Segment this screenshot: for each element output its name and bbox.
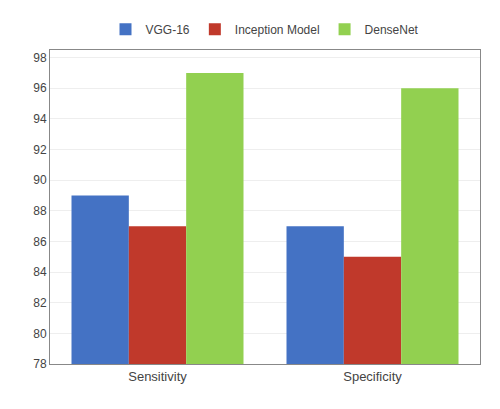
svg-text:Inception Model: Inception Model (235, 23, 320, 37)
svg-text:78: 78 (33, 357, 47, 371)
svg-text:92: 92 (33, 143, 47, 157)
svg-text:80: 80 (33, 327, 47, 341)
svg-text:94: 94 (33, 112, 47, 126)
svg-text:96: 96 (33, 81, 47, 95)
svg-text:Sensitivity: Sensitivity (128, 369, 187, 384)
svg-text:86: 86 (33, 235, 47, 249)
svg-text:82: 82 (33, 296, 47, 310)
svg-text:90: 90 (33, 173, 47, 187)
svg-text:84: 84 (33, 265, 47, 279)
svg-text:88: 88 (33, 204, 47, 218)
svg-text:Specificity: Specificity (343, 369, 402, 384)
svg-text:98: 98 (33, 51, 47, 65)
svg-text:DenseNet: DenseNet (365, 23, 419, 37)
svg-text:VGG-16: VGG-16 (146, 23, 190, 37)
